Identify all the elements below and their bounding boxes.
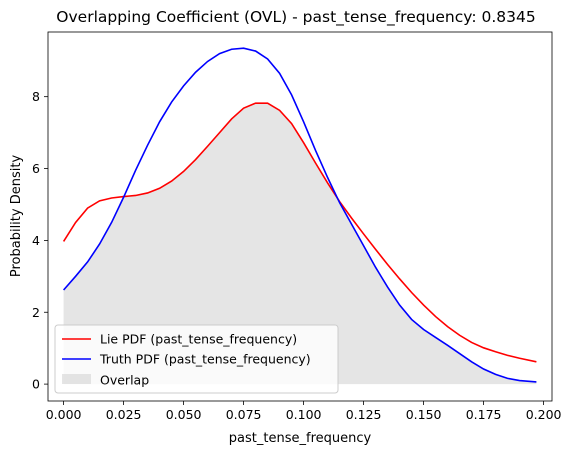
legend-lie-label: Lie PDF (past_tense_frequency) bbox=[100, 332, 297, 347]
y-tick-label: 6 bbox=[32, 161, 40, 176]
legend: Lie PDF (past_tense_frequency) Truth PDF… bbox=[54, 324, 339, 394]
axes-frame bbox=[47, 31, 553, 402]
legend-truth-label: Truth PDF (past_tense_frequency) bbox=[99, 352, 311, 367]
x-axis-label: past_tense_frequency bbox=[229, 431, 372, 446]
truth-pdf-line bbox=[62, 47, 537, 383]
y-tick-label: 2 bbox=[32, 305, 40, 320]
lie-pdf-line bbox=[62, 102, 537, 363]
y-axis-label: Probability Density bbox=[9, 155, 24, 278]
y-tick-label: 8 bbox=[32, 89, 40, 104]
x-tick-label: 0.150 bbox=[406, 407, 442, 422]
legend-box bbox=[54, 324, 339, 394]
x-tick-label: 0.025 bbox=[106, 407, 142, 422]
x-tick-label: 0.175 bbox=[466, 407, 502, 422]
x-tick-label: 0.200 bbox=[526, 407, 562, 422]
plot-area bbox=[62, 47, 537, 385]
y-tick-label: 0 bbox=[32, 377, 40, 392]
chart-title: Overlapping Coefficient (OVL) - past_ten… bbox=[56, 8, 535, 27]
x-tick-label: 0.075 bbox=[226, 407, 262, 422]
y-tick-label: 4 bbox=[32, 233, 40, 248]
x-tick-label: 0.100 bbox=[286, 407, 322, 422]
x-axis-ticks: 0.000 0.025 0.050 0.075 0.100 0.125 0.150 0.175… bbox=[46, 401, 562, 422]
legend-overlap-label: Overlap bbox=[100, 373, 149, 388]
x-tick-label: 0.000 bbox=[46, 407, 82, 422]
y-axis-ticks: 0 2 4 6 8 bbox=[32, 89, 48, 392]
legend-overlap-swatch bbox=[62, 374, 91, 384]
x-tick-label: 0.050 bbox=[166, 407, 202, 422]
x-tick-label: 0.125 bbox=[346, 407, 382, 422]
